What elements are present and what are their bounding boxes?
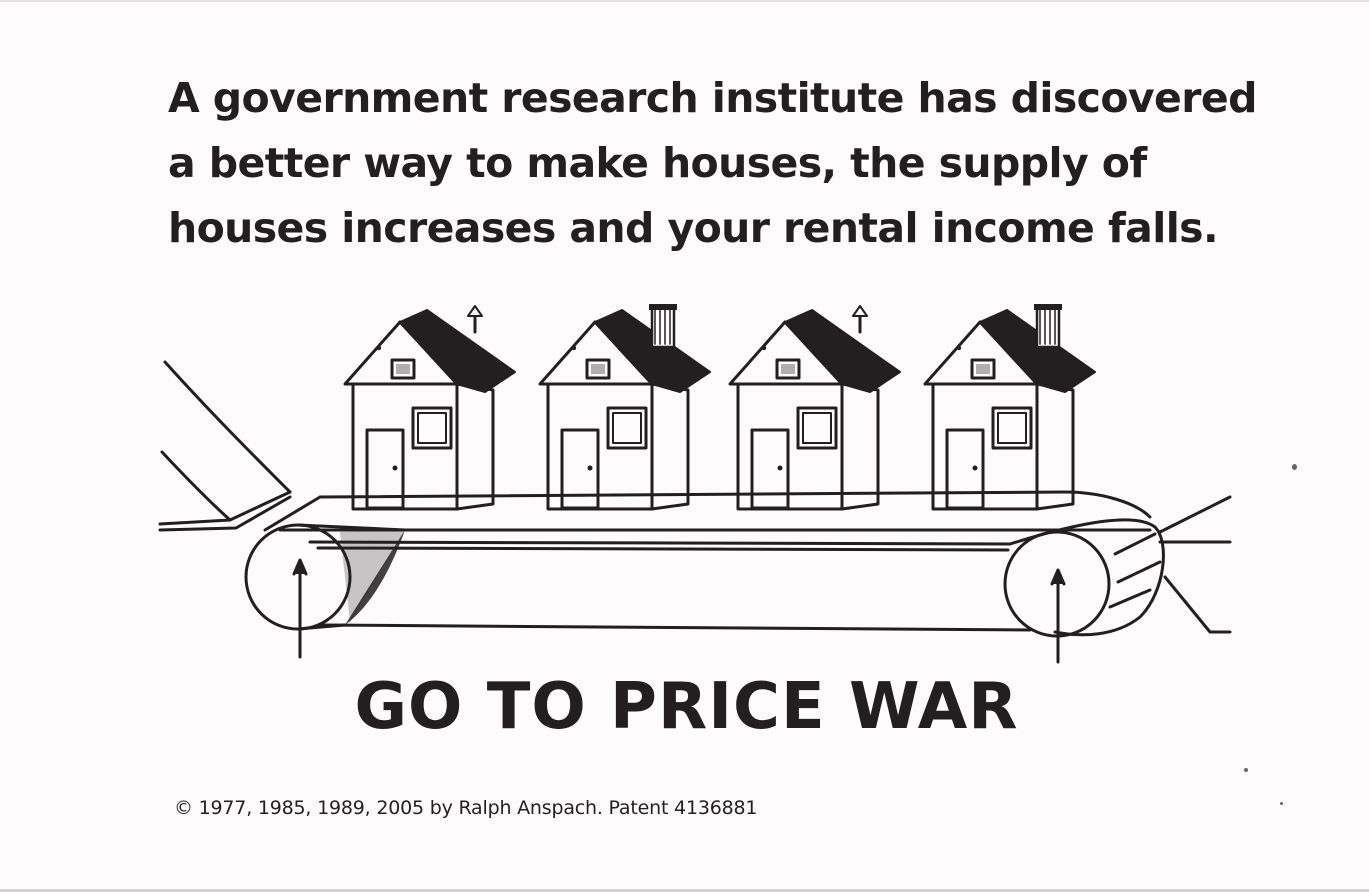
- house-1: [343, 305, 516, 511]
- paper-speck: [1244, 768, 1248, 772]
- left-roller: [244, 523, 407, 659]
- paper-speck: [1280, 802, 1283, 805]
- description-line-1: A government research institute has disc…: [168, 74, 1257, 122]
- house-3: [728, 305, 901, 511]
- house-2: [538, 304, 711, 511]
- houses-group: [343, 304, 1096, 511]
- belt-surface: [263, 490, 1152, 632]
- right-roller: [1003, 495, 1232, 664]
- card-description: A government research institute has disc…: [168, 66, 1288, 261]
- house-4: [923, 304, 1096, 511]
- card-heading: GO TO PRICE WAR: [354, 670, 1019, 744]
- paper-speck: [1292, 464, 1297, 470]
- description-line-3: houses increases and your rental income …: [168, 204, 1219, 252]
- conveyor-belt-illustration: [158, 304, 1232, 664]
- copyright-footer: © 1977, 1985, 1989, 2005 by Ralph Anspac…: [174, 797, 758, 819]
- left-chute: [158, 360, 292, 532]
- description-line-2: a better way to make houses, the supply …: [168, 139, 1147, 187]
